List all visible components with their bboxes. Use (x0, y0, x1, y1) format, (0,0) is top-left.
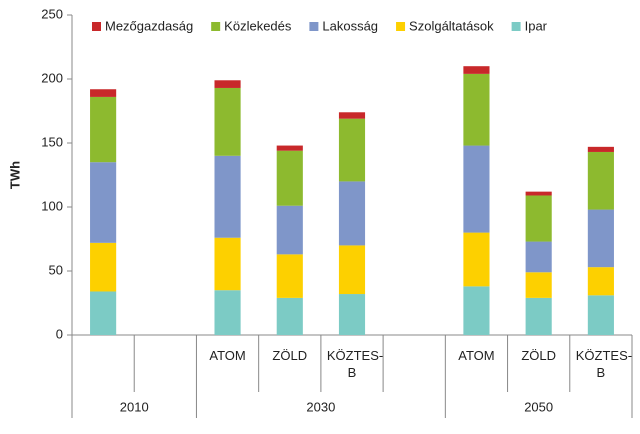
legend-label: Közlekedés (224, 18, 292, 33)
bar-segment (525, 191, 552, 196)
y-tick-label: 0 (56, 326, 63, 341)
bar-segment (276, 145, 303, 151)
bar-segment (338, 118, 366, 182)
bar-segment (587, 151, 614, 210)
bar-segment (463, 232, 490, 287)
bar-segment (525, 195, 552, 242)
bar-segment (90, 242, 117, 292)
group-label: 2050 (524, 399, 553, 414)
bar-segment (276, 297, 303, 335)
bar-segment (276, 205, 303, 255)
bar-segment (338, 245, 366, 295)
y-tick-label: 150 (41, 134, 63, 149)
bar-segment (463, 145, 490, 233)
legend-swatch (92, 22, 101, 31)
bar-segment (525, 272, 552, 298)
bar-segment (214, 155, 241, 238)
bar-segment (587, 209, 614, 268)
bar-segment (525, 241, 552, 273)
bar-segment (90, 89, 117, 97)
x-tick-label: ZÖLD (521, 348, 556, 363)
x-tick-label: KÖZTES-B (326, 348, 384, 380)
legend-label: Szolgáltatások (409, 18, 494, 33)
legend-swatch (511, 22, 521, 31)
legend-label: Ipar (525, 18, 548, 33)
y-tick-label: 200 (41, 70, 63, 85)
bar-segment (463, 286, 490, 335)
y-tick-label: 50 (49, 262, 63, 277)
bar-segment (214, 80, 241, 88)
bar-segment (276, 150, 303, 206)
legend-swatch (309, 22, 319, 31)
legend-swatch (211, 22, 221, 31)
legend-swatch (396, 22, 406, 31)
bar-segment (338, 181, 366, 246)
bar-segment (587, 267, 614, 296)
bar-segment (338, 112, 366, 119)
bar-segment (90, 96, 117, 163)
bar-segment (90, 162, 117, 243)
x-tick-label: KÖZTES-B (575, 348, 633, 380)
bar-segment (587, 295, 614, 335)
bar-segment (90, 291, 117, 335)
bar-segment (525, 297, 552, 335)
bar-segment (214, 290, 241, 335)
x-tick-label: ZÖLD (272, 348, 308, 363)
group-label: 2030 (306, 399, 335, 414)
y-tick-label: 250 (41, 6, 63, 21)
y-axis-label: TWh (7, 161, 22, 189)
bar-segment (587, 146, 614, 152)
x-tick-label: ATOM (458, 348, 495, 363)
group-label: 2010 (120, 399, 149, 414)
legend-label: Lakosság (322, 18, 378, 33)
bar-segment (338, 294, 366, 335)
x-tick-label: ATOM (209, 348, 246, 363)
bar-segment (276, 254, 303, 298)
y-tick-label: 100 (41, 198, 63, 213)
bar-segment (214, 237, 241, 291)
legend-label: Mezőgazdaság (105, 18, 193, 33)
bar-segment (463, 73, 490, 146)
bar-segment (214, 87, 241, 156)
bar-segment (463, 66, 490, 74)
